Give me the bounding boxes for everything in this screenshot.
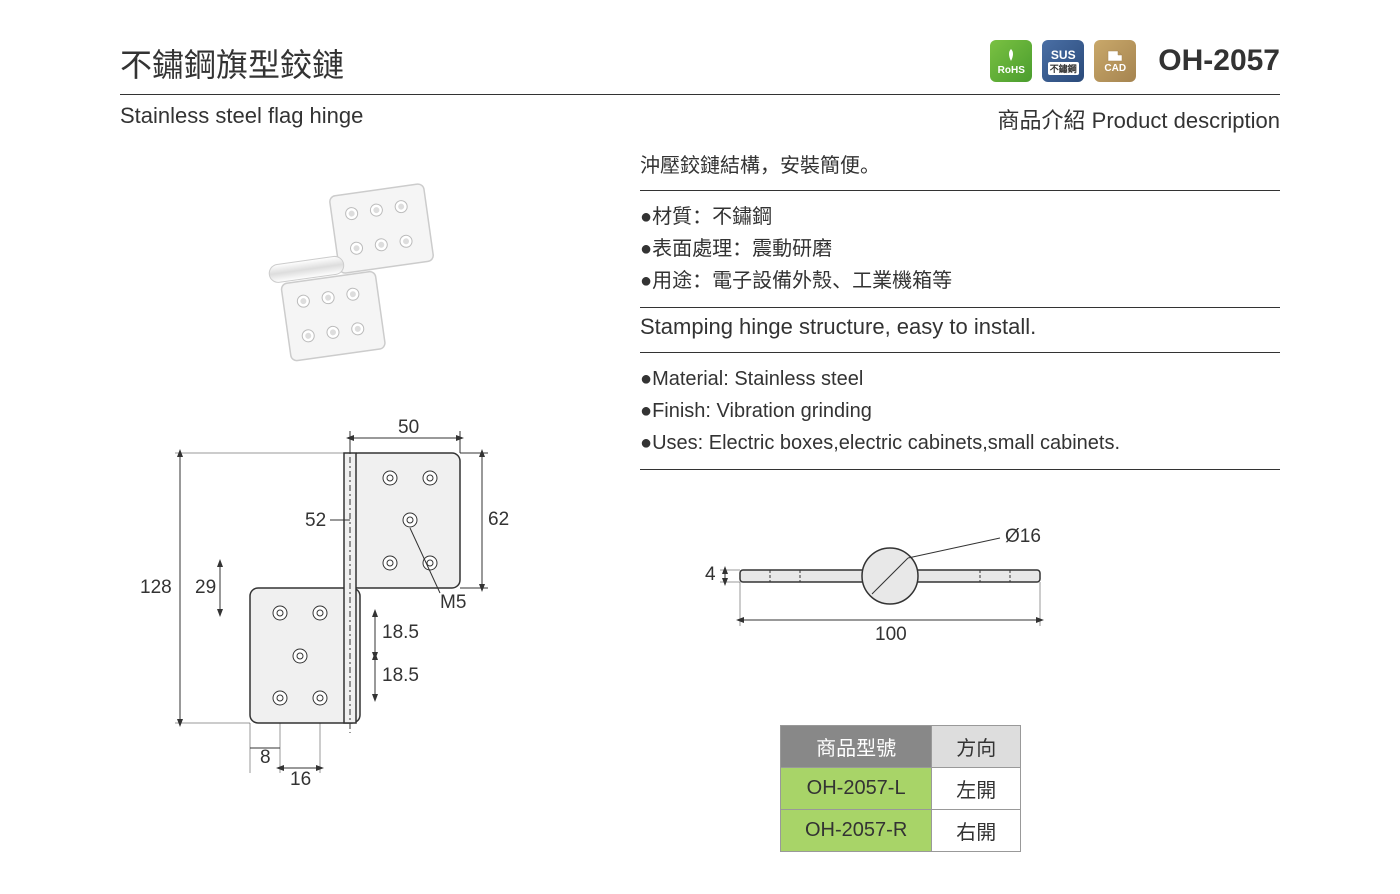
td-dir: 左開 — [932, 768, 1021, 810]
svg-text:4: 4 — [705, 564, 716, 585]
spec-zh-2: ●用途：電子設備外殼、工業機箱等 — [640, 265, 1280, 297]
intro-en: Stamping hinge structure, easy to instal… — [640, 308, 1280, 353]
th-direction: 方向 — [932, 726, 1021, 768]
left-column: 50 62 128 52 29 M5 — [120, 143, 600, 852]
svg-text:52: 52 — [305, 510, 326, 531]
spec-en-0: ●Material: Stainless steel — [640, 363, 1280, 395]
svg-text:8: 8 — [260, 747, 271, 768]
product-code: OH-2057 — [1158, 44, 1280, 78]
badge-rohs: RoHS — [990, 40, 1032, 82]
table-header-row: 商品型號 方向 — [781, 726, 1021, 768]
svg-text:Ø16: Ø16 — [1005, 526, 1041, 547]
spec-zh-0: ●材質：不鏽鋼 — [640, 201, 1280, 233]
right-column: 沖壓鉸鏈結構，安裝簡便。 ●材質：不鏽鋼 ●表面處理：震動研磨 ●用途：電子設備… — [640, 143, 1280, 852]
spec-en-2: ●Uses: Electric boxes,electric cabinets,… — [640, 427, 1280, 459]
svg-text:128: 128 — [140, 577, 172, 598]
subtitle-row: Stainless steel flag hinge 商品介紹 Product … — [120, 103, 1280, 135]
svg-text:50: 50 — [398, 417, 419, 438]
td-model: OH-2057-R — [781, 810, 932, 852]
intro-zh: 沖壓鉸鏈結構，安裝簡便。 — [640, 143, 1280, 191]
specs-zh: ●材質：不鏽鋼 ●表面處理：震動研磨 ●用途：電子設備外殼、工業機箱等 — [640, 191, 1280, 308]
td-model: OH-2057-L — [781, 768, 932, 810]
badge-cad-label: CAD — [1104, 63, 1126, 74]
table-row: OH-2057-L 左開 — [781, 768, 1021, 810]
svg-text:29: 29 — [195, 577, 216, 598]
page-header: 不鏽鋼旗型鉸鏈 RoHS SUS 不鏽鋼 CAD OH-2057 — [120, 40, 1280, 95]
th-model: 商品型號 — [781, 726, 932, 768]
title-zh: 不鏽鋼旗型鉸鏈 — [120, 40, 344, 86]
badge-sus: SUS 不鏽鋼 — [1042, 40, 1084, 82]
subtitle-en: Stainless steel flag hinge — [120, 103, 363, 135]
svg-text:62: 62 — [488, 509, 509, 530]
badge-sus-bottom: 不鏽鋼 — [1048, 62, 1079, 75]
header-right: RoHS SUS 不鏽鋼 CAD OH-2057 — [990, 40, 1280, 82]
spec-en-1: ●Finish: Vibration grinding — [640, 395, 1280, 427]
svg-text:18.5: 18.5 — [382, 665, 419, 686]
technical-drawing-side: Ø16 4 100 — [640, 520, 1280, 665]
svg-text:M5: M5 — [440, 592, 466, 613]
badge-sus-top: SUS — [1051, 48, 1076, 62]
td-dir: 右開 — [932, 810, 1021, 852]
table-row: OH-2057-R 右開 — [781, 810, 1021, 852]
desc-header: 商品介紹 Product description — [998, 103, 1280, 135]
content: 50 62 128 52 29 M5 — [120, 143, 1280, 852]
specs-en: ●Material: Stainless steel ●Finish: Vibr… — [640, 353, 1280, 470]
badge-rohs-label: RoHS — [998, 65, 1025, 76]
badge-cad: CAD — [1094, 40, 1136, 82]
svg-text:18.5: 18.5 — [382, 622, 419, 643]
spec-zh-1: ●表面處理：震動研磨 — [640, 233, 1280, 265]
variant-table: 商品型號 方向 OH-2057-L 左開 OH-2057-R 右開 — [780, 725, 1021, 852]
product-photo — [230, 163, 490, 383]
svg-text:16: 16 — [290, 769, 311, 790]
svg-text:100: 100 — [875, 624, 907, 645]
technical-drawing-front: 50 62 128 52 29 M5 — [120, 413, 600, 798]
